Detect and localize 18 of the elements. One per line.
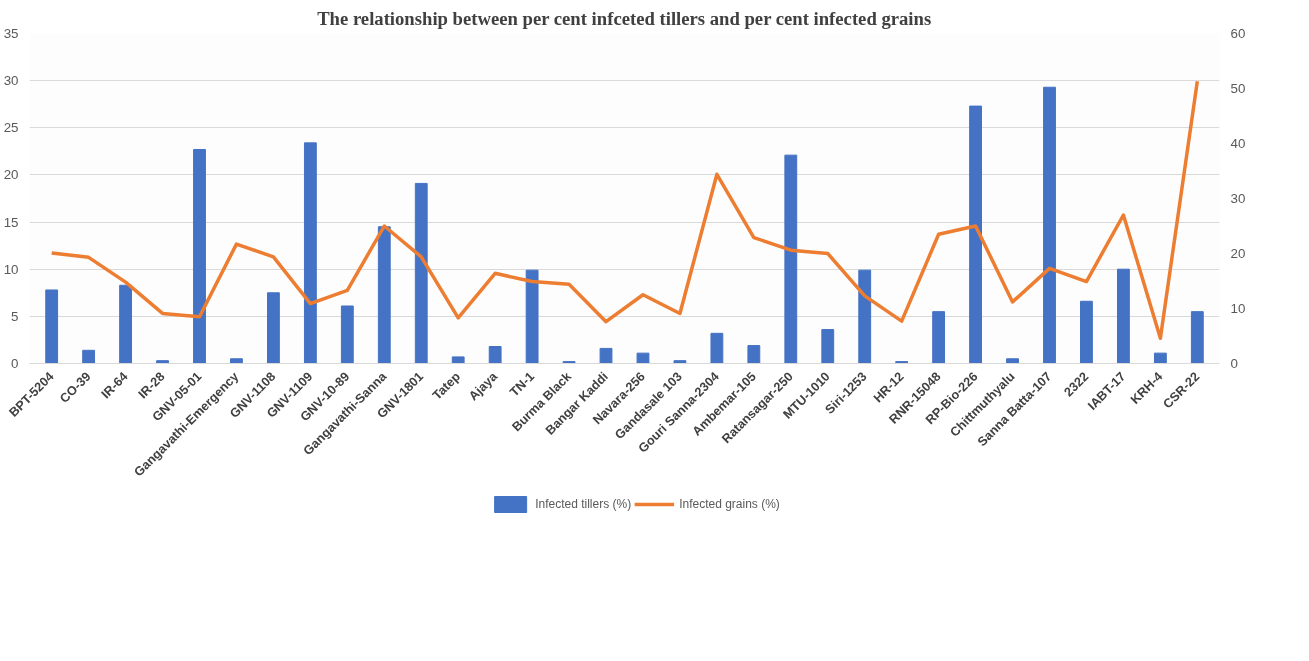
y-tick-label: 0: [11, 356, 19, 371]
legend-label: Infected grains (%): [679, 497, 780, 511]
y-tick-label: 25: [3, 120, 19, 136]
legend-label: Infected tillers (%): [535, 497, 632, 511]
y2-tick-label: 20: [1230, 246, 1246, 261]
y2-tick-label: 60: [1230, 26, 1246, 41]
y-tick-label: 20: [3, 167, 19, 183]
y2-tick-label: 0: [1230, 356, 1238, 371]
y2-tick-label: 40: [1230, 136, 1246, 151]
y2-tick-label: 10: [1230, 301, 1246, 316]
chart-title: The relationship between per cent infceted tillers and per cent infected grains: [317, 7, 932, 29]
y-tick-label: 35: [3, 26, 19, 41]
y-tick-label: 15: [3, 214, 19, 230]
y-tick-label: 30: [3, 73, 19, 89]
y2-tick-label: 50: [1230, 81, 1246, 96]
y-tick-label: 10: [3, 261, 19, 277]
y2-tick-label: 30: [1230, 191, 1246, 206]
y-tick-label: 5: [11, 308, 19, 324]
